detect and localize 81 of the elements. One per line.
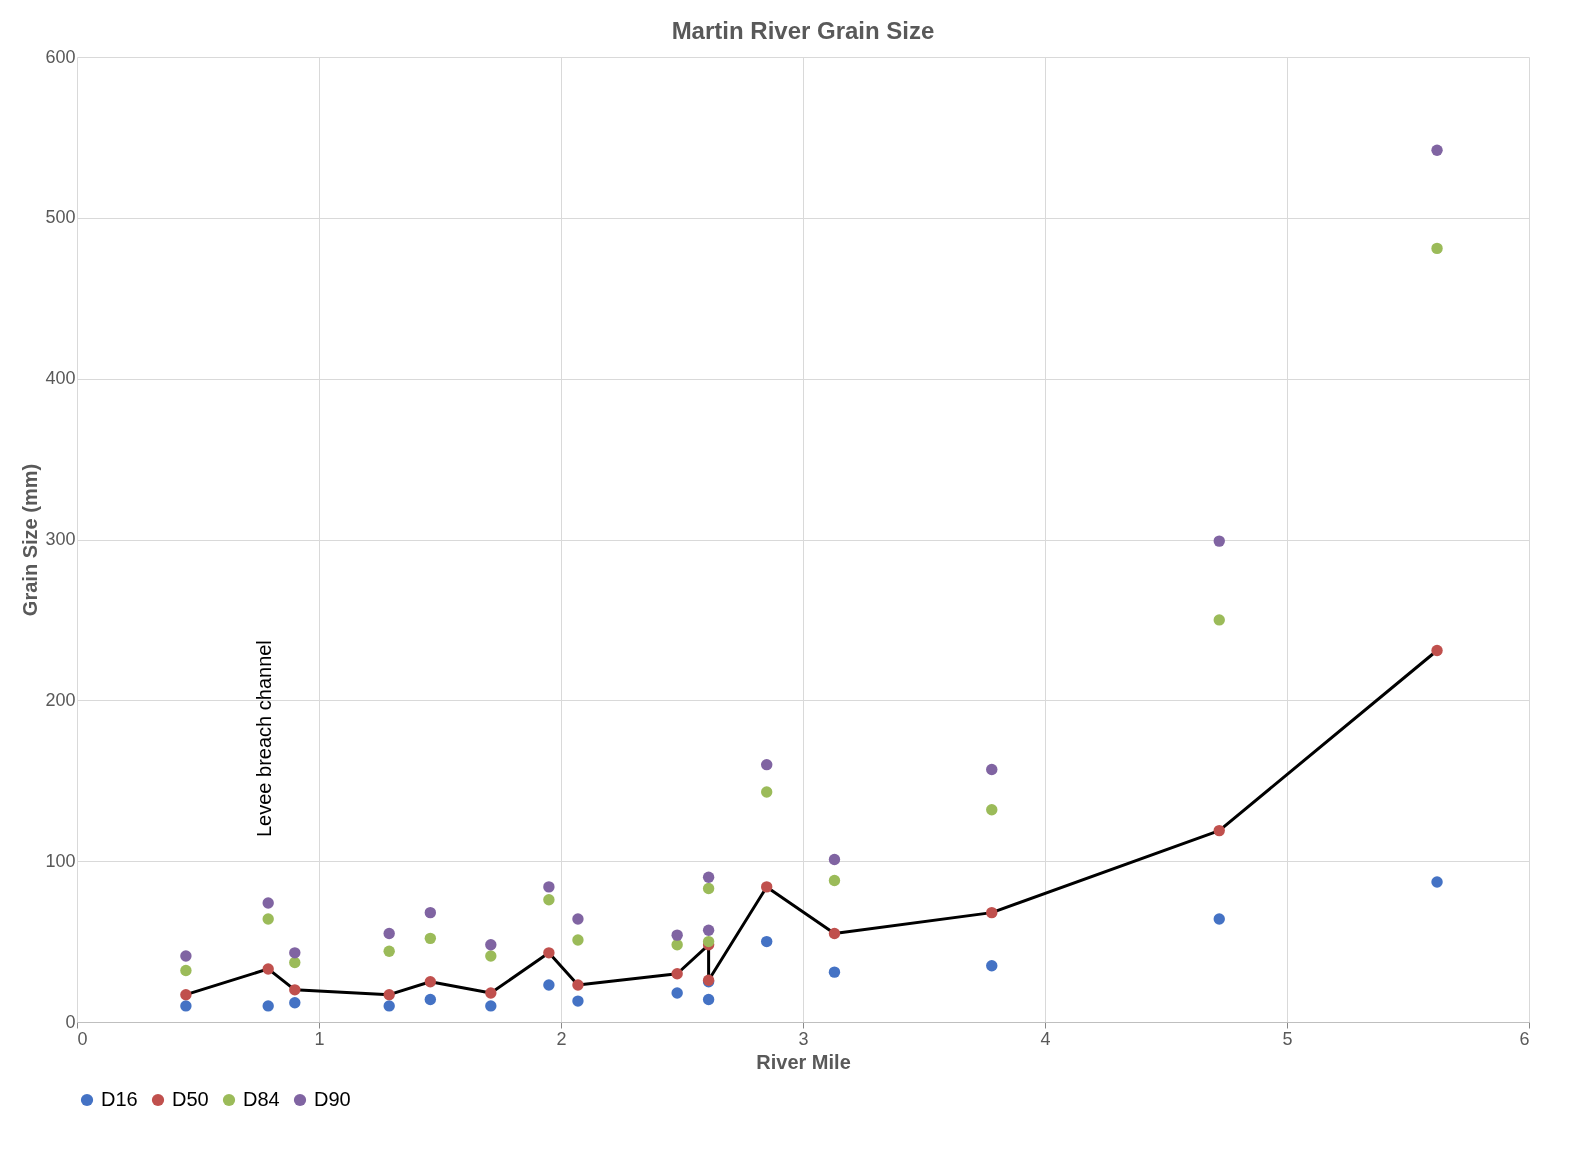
point [761, 881, 773, 893]
point [543, 947, 555, 959]
point [986, 804, 998, 816]
point [702, 882, 715, 895]
point [424, 976, 437, 988]
point [180, 964, 192, 977]
point [671, 987, 683, 999]
point [828, 853, 841, 866]
point [1431, 644, 1443, 657]
point [383, 927, 395, 940]
y-tick-label: 600 [45, 46, 76, 67]
legend-label: D84 [243, 1088, 280, 1110]
point [671, 929, 683, 941]
point [543, 979, 555, 991]
y-tick-label: 200 [45, 689, 76, 710]
y-tick-label: 0 [65, 1011, 76, 1032]
y-tick-label: 500 [45, 207, 76, 228]
point [986, 960, 998, 972]
x-tick-label: 6 [1519, 1028, 1530, 1049]
point [986, 906, 998, 919]
point [543, 894, 555, 906]
point [180, 1000, 192, 1012]
point [424, 932, 437, 945]
point [485, 987, 497, 999]
point [1213, 913, 1225, 925]
point [828, 874, 841, 887]
x-tick-label: 3 [798, 1028, 809, 1049]
point [485, 1000, 497, 1012]
x-axis-title: River Mile [756, 1050, 851, 1073]
point [572, 913, 584, 925]
point [828, 927, 841, 940]
legend-label: D90 [314, 1088, 351, 1110]
y-tick-label: 100 [45, 850, 76, 871]
point [543, 881, 555, 893]
y-axis-title: Grain Size (mm) [19, 463, 42, 617]
point [1213, 535, 1225, 547]
point [289, 947, 301, 959]
point [572, 995, 584, 1007]
chart-title: Martin River Grain Size [671, 17, 935, 44]
point [1431, 242, 1443, 255]
point [289, 997, 301, 1009]
point [262, 913, 274, 925]
point [180, 988, 192, 1001]
point [180, 950, 192, 962]
point [572, 934, 584, 946]
point [424, 993, 437, 1006]
legend-label: D50 [172, 1088, 209, 1110]
point [289, 956, 301, 969]
point [1213, 824, 1225, 837]
point [671, 968, 683, 980]
x-tick-label: 1 [314, 1028, 325, 1049]
point [702, 993, 715, 1006]
point [289, 984, 301, 996]
point [262, 963, 274, 975]
point [262, 897, 274, 909]
legend-label: D16 [101, 1088, 138, 1110]
point [383, 1000, 395, 1012]
point [1431, 876, 1443, 888]
point [761, 758, 773, 771]
point [702, 935, 715, 948]
point [383, 945, 395, 957]
y-tick-label: 400 [45, 368, 76, 389]
point [383, 988, 395, 1001]
point [702, 924, 715, 937]
x-tick-label: 2 [556, 1028, 567, 1049]
x-tick-label: 4 [1040, 1028, 1051, 1049]
x-tick-label: 5 [1282, 1028, 1293, 1049]
annotation: Levee breach channel [253, 640, 275, 837]
point [424, 906, 437, 919]
y-tick-label: 300 [45, 529, 76, 549]
point [702, 871, 715, 883]
point [761, 935, 773, 948]
point [761, 786, 773, 798]
point [986, 763, 998, 776]
point [262, 1000, 274, 1012]
point [828, 966, 841, 978]
point [572, 979, 584, 991]
point [485, 939, 497, 951]
point [1213, 614, 1225, 626]
point [485, 950, 497, 962]
point [1431, 144, 1443, 156]
